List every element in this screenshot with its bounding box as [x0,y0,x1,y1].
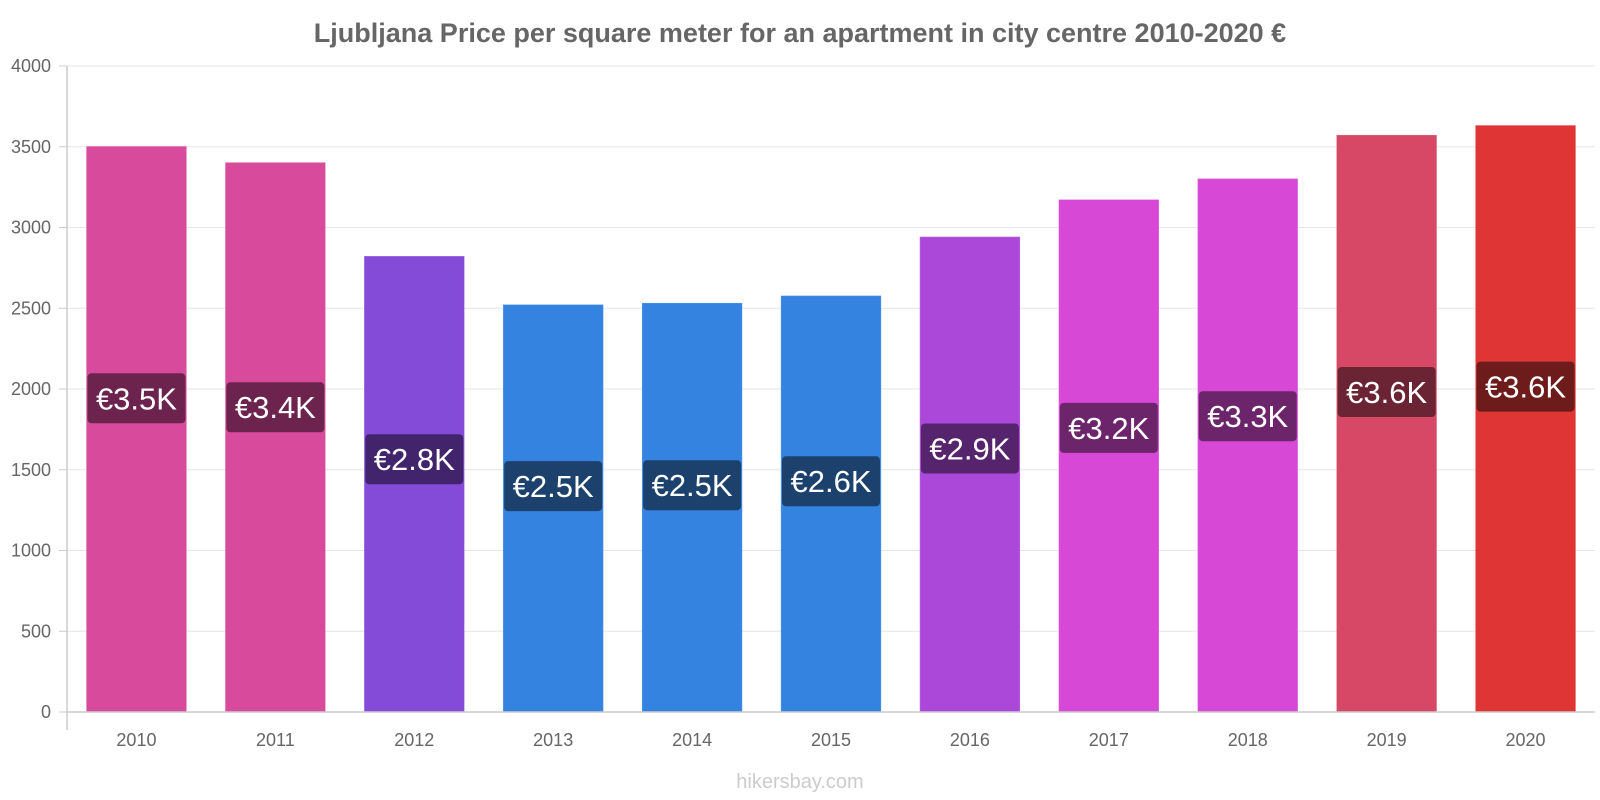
x-tick-label: 2016 [950,730,990,750]
x-tick-label: 2015 [811,730,851,750]
y-tick-label: 1500 [11,460,51,480]
data-label-bg [643,460,742,511]
data-label: €2.6K [790,464,871,499]
data-label-bg [226,382,325,433]
data-label-bg [920,423,1019,474]
data-label: €2.8K [374,442,455,477]
data-label: €3.3K [1207,399,1288,434]
data-label-bg [782,456,880,507]
data-label-bg [1337,367,1436,418]
y-tick-label: 2500 [11,298,51,318]
bar-2012 [364,256,465,713]
data-label-bg [504,461,603,512]
data-label: €3.5K [96,381,177,416]
y-tick-label: 0 [41,702,51,722]
data-label: €2.9K [929,431,1010,466]
data-label: €2.5K [513,469,594,504]
data-label: €3.6K [1346,375,1427,410]
y-tick-label: 500 [21,621,51,641]
x-tick-label: 2019 [1367,730,1407,750]
x-tick-label: 2012 [394,730,434,750]
data-label: €3.2K [1068,411,1149,446]
bar-2011 [225,162,326,713]
bar-2018 [1197,178,1298,713]
x-tick-label: 2017 [1089,730,1129,750]
data-label-bg [1476,361,1575,412]
watermark: hikersbay.com [736,771,863,793]
x-tick-label: 2018 [1228,730,1268,750]
x-tick-label: 2010 [116,730,156,750]
data-label: €2.5K [652,468,733,503]
bar-2020 [1475,125,1576,713]
data-label-bg [365,434,464,485]
y-tick-label: 2000 [11,379,51,399]
bar-2017 [1058,199,1159,713]
x-tick-label: 2020 [1506,730,1546,750]
y-tick-label: 1000 [11,541,51,561]
y-axis-ticks: 0 500 1000 1500 2000 2500 3000 3500 4000 [11,56,67,722]
x-tick-label: 2013 [533,730,573,750]
y-tick-label: 4000 [11,56,51,76]
data-label-bg [1198,391,1297,442]
x-tick-label: 2014 [672,730,712,750]
y-tick-label: 3000 [11,218,51,238]
y-tick-label: 3500 [11,137,51,157]
bar-2019 [1336,134,1437,713]
bar-2016 [919,236,1021,713]
data-label: €3.4K [235,390,316,425]
x-axis-ticks: 2010 2011 2012 2013 2014 2015 2016 2017 2018 2019… [116,730,1545,750]
data-label-bg [1059,402,1158,453]
x-tick-label: 2011 [256,730,295,750]
data-label-bg [87,373,186,424]
bar-2010 [86,146,187,713]
chart-title: Ljubljana Price per square meter for an … [314,18,1286,48]
data-labels: €3.5K €3.4K €2.8K €2.5K €2.5K €2.6K €2.9K €3.2K… [87,361,1575,512]
data-label: €3.6K [1485,370,1566,405]
